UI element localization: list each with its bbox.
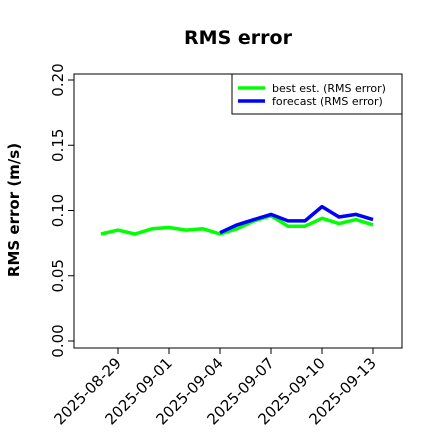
legend-box [231,73,403,115]
y-tick-label: 0.15 [49,129,67,162]
legend: best est. (RMS error) forecast (RMS erro… [231,73,403,115]
y-axis-label: RMS error (m/s) [5,143,23,277]
y-tick-label: 0.10 [49,194,67,227]
legend-label-best-est: best est. (RMS error) [272,82,386,95]
series-group [100,204,374,236]
chart-title: RMS error [184,27,293,49]
legend-label-forecast: forecast (RMS error) [272,95,383,108]
series-line-best-est [100,213,374,236]
series-line-forecast [219,204,374,235]
y-axis: 0.00 0.05 0.10 0.15 0.20 [49,63,74,358]
y-tick-label: 0.00 [49,324,67,357]
y-tick-label: 0.05 [49,259,67,292]
plot-frame [73,73,403,349]
x-axis: 2025-08-292025-09-012025-09-042025-09-07… [50,348,380,428]
y-tick-label: 0.20 [49,63,67,96]
